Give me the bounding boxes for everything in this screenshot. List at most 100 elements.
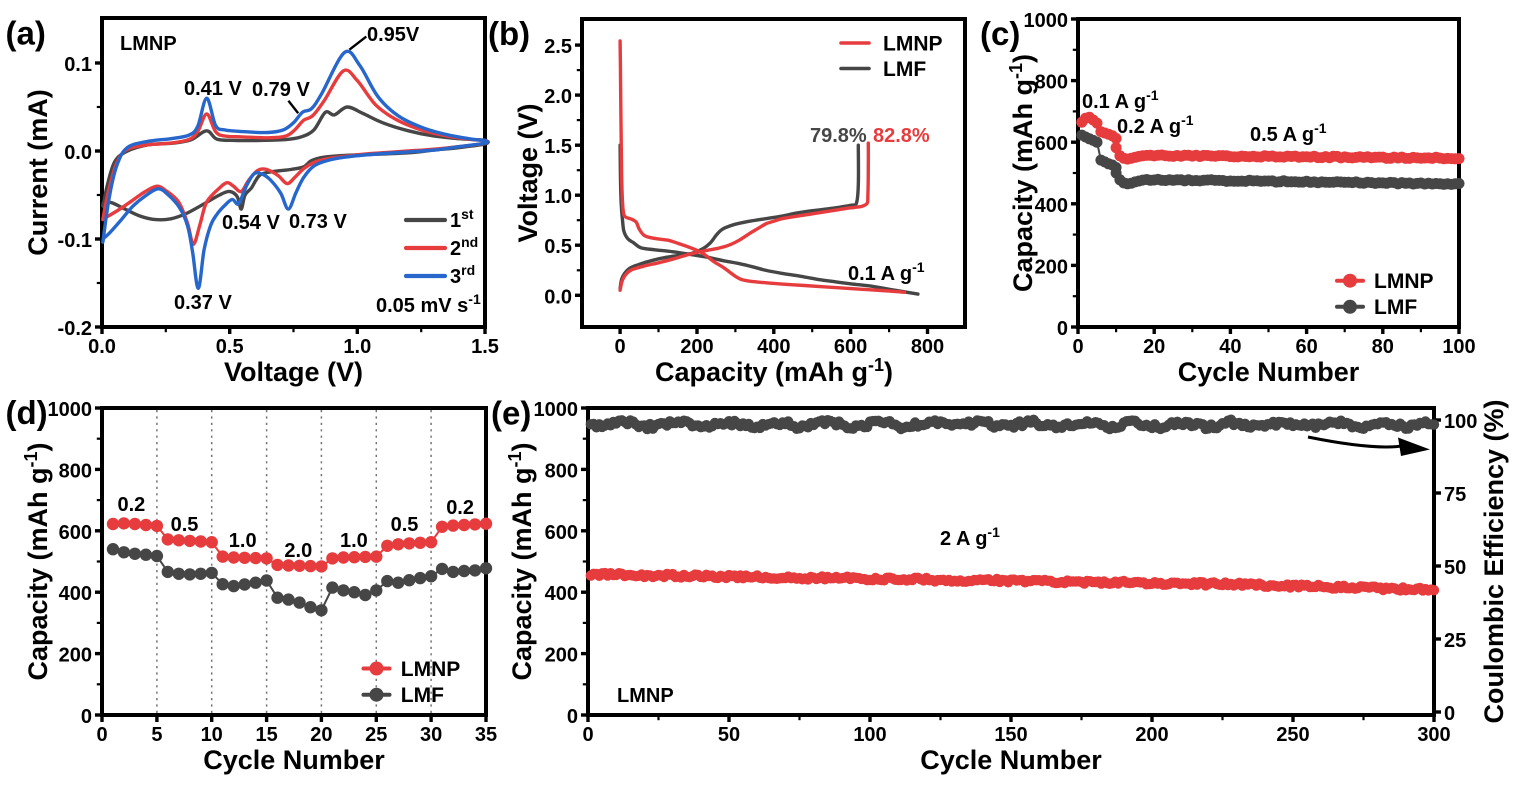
svg-text:75: 75: [1444, 484, 1466, 506]
svg-text:300: 300: [1417, 724, 1450, 746]
svg-text:5: 5: [151, 724, 162, 746]
svg-text:0: 0: [567, 706, 578, 728]
svg-text:600: 600: [834, 336, 867, 358]
svg-text:1000: 1000: [534, 399, 579, 421]
svg-text:0.95V: 0.95V: [367, 24, 420, 46]
svg-text:LMNP: LMNP: [1374, 270, 1434, 293]
svg-text:800: 800: [911, 336, 944, 358]
svg-text:0: 0: [615, 336, 626, 358]
svg-text:200: 200: [680, 336, 713, 358]
svg-text:LMF: LMF: [883, 58, 926, 81]
svg-text:0.1 A g-1: 0.1 A g-1: [848, 259, 925, 285]
svg-text:0.1 A g-1: 0.1 A g-1: [1082, 87, 1159, 113]
svg-text:400: 400: [1035, 195, 1068, 217]
svg-text:Voltage (V): Voltage (V): [513, 103, 543, 242]
svg-text:0.0: 0.0: [544, 286, 572, 308]
svg-text:Capacity (mAh g-1): Capacity (mAh g-1): [21, 442, 53, 680]
svg-text:600: 600: [1035, 133, 1068, 155]
svg-text:0.0: 0.0: [64, 142, 92, 164]
svg-text:(d): (d): [6, 394, 48, 431]
svg-text:0.37 V: 0.37 V: [174, 292, 232, 314]
svg-text:40: 40: [1219, 336, 1241, 358]
svg-text:0.0: 0.0: [88, 336, 116, 358]
svg-text:0.2: 0.2: [446, 497, 474, 519]
svg-text:0.5: 0.5: [216, 336, 244, 358]
svg-text:0.5 A g-1: 0.5 A g-1: [1250, 120, 1327, 146]
svg-text:0: 0: [1444, 703, 1455, 725]
svg-text:Coulombic Efficiency (%): Coulombic Efficiency (%): [1479, 399, 1509, 723]
svg-text:400: 400: [59, 583, 92, 605]
svg-text:250: 250: [1276, 724, 1309, 746]
svg-text:1.0: 1.0: [544, 186, 572, 208]
svg-text:50: 50: [1444, 557, 1466, 579]
svg-text:80: 80: [1372, 336, 1394, 358]
svg-text:800: 800: [1035, 72, 1068, 94]
svg-text:LMF: LMF: [1374, 296, 1417, 319]
svg-text:1.0: 1.0: [340, 530, 368, 552]
svg-text:400: 400: [545, 583, 578, 605]
svg-text:20: 20: [1143, 336, 1165, 358]
svg-text:0: 0: [81, 706, 92, 728]
svg-text:LMNP: LMNP: [120, 33, 177, 55]
svg-text:(e): (e): [491, 395, 531, 432]
svg-text:Cycle Number: Cycle Number: [203, 745, 385, 775]
svg-text:1.0: 1.0: [229, 530, 257, 552]
svg-text:200: 200: [59, 645, 92, 667]
svg-text:Cycle Number: Cycle Number: [920, 745, 1102, 775]
svg-text:0.5: 0.5: [544, 236, 572, 258]
svg-text:0.54 V: 0.54 V: [222, 212, 280, 234]
svg-text:79.8%: 79.8%: [810, 125, 867, 147]
svg-text:-0.1: -0.1: [58, 230, 92, 252]
svg-text:0: 0: [1072, 336, 1083, 358]
svg-text:0.2 A g-1: 0.2 A g-1: [1117, 112, 1194, 138]
svg-text:0.05 mV s-1: 0.05 mV s-1: [376, 291, 481, 317]
svg-text:50: 50: [718, 724, 740, 746]
svg-text:15: 15: [255, 724, 277, 746]
svg-text:LMNP: LMNP: [883, 33, 943, 56]
svg-text:1.0: 1.0: [343, 336, 371, 358]
svg-text:0.5: 0.5: [391, 514, 419, 536]
svg-text:LMNP: LMNP: [401, 658, 461, 681]
svg-text:800: 800: [59, 460, 92, 482]
svg-text:0.79 V: 0.79 V: [252, 79, 310, 101]
svg-text:1000: 1000: [1024, 10, 1069, 32]
svg-text:Cycle Number: Cycle Number: [1178, 357, 1360, 387]
svg-text:0.1: 0.1: [64, 54, 92, 76]
svg-text:82.8%: 82.8%: [873, 125, 930, 147]
svg-text:35: 35: [475, 724, 497, 746]
svg-text:LMF: LMF: [401, 684, 444, 707]
svg-text:200: 200: [545, 645, 578, 667]
svg-text:600: 600: [545, 522, 578, 544]
svg-text:25: 25: [1444, 630, 1466, 652]
svg-text:1.5: 1.5: [544, 136, 572, 158]
svg-text:30: 30: [420, 724, 442, 746]
svg-text:2.0: 2.0: [544, 86, 572, 108]
svg-text:0.5: 0.5: [171, 514, 199, 536]
svg-text:800: 800: [545, 460, 578, 482]
svg-text:200: 200: [1035, 256, 1068, 278]
svg-text:Capacity (mAh g-1): Capacity (mAh g-1): [505, 442, 537, 680]
svg-text:1.5: 1.5: [471, 336, 499, 358]
svg-text:Capacity (mAh g-1): Capacity (mAh g-1): [1006, 54, 1038, 292]
svg-text:-0.2: -0.2: [58, 318, 92, 340]
svg-text:0.2: 0.2: [118, 494, 146, 516]
svg-text:(c): (c): [980, 15, 1020, 52]
svg-text:0: 0: [1057, 318, 1068, 340]
svg-text:100: 100: [853, 724, 886, 746]
svg-text:(b): (b): [488, 15, 530, 52]
svg-text:2.5: 2.5: [544, 36, 572, 58]
svg-text:0.41 V: 0.41 V: [184, 78, 242, 100]
svg-text:0: 0: [96, 724, 107, 746]
svg-text:200: 200: [1135, 724, 1168, 746]
svg-text:25: 25: [365, 724, 387, 746]
svg-text:20: 20: [310, 724, 332, 746]
svg-text:0: 0: [582, 724, 593, 746]
svg-text:10: 10: [201, 724, 223, 746]
svg-text:Capacity (mAh g-1): Capacity (mAh g-1): [655, 355, 893, 387]
svg-text:2.0: 2.0: [284, 540, 312, 562]
svg-text:LMNP: LMNP: [617, 685, 674, 707]
svg-text:(a): (a): [6, 15, 46, 52]
svg-text:60: 60: [1295, 336, 1317, 358]
svg-text:Voltage (V): Voltage (V): [224, 357, 363, 387]
svg-text:600: 600: [59, 522, 92, 544]
